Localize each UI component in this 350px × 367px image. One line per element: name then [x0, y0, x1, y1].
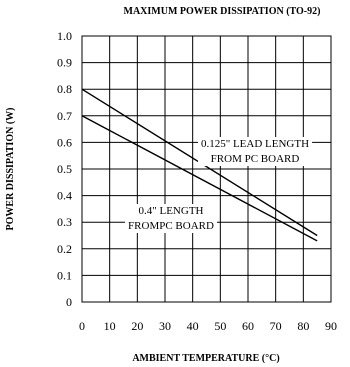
- y-axis-label: POWER DISSIPATION (W): [5, 108, 16, 231]
- y-tick-label: 0.3: [57, 215, 72, 229]
- chart-title: MAXIMUM POWER DISSIPATION (TO-92): [124, 6, 321, 17]
- x-tick-label: 50: [214, 319, 226, 333]
- x-axis-label: AMBIENT TEMPERATURE (°C): [132, 353, 279, 364]
- annotation-text: FROM PC BOARD: [211, 153, 300, 165]
- x-tick-label: 70: [270, 319, 282, 333]
- y-tick-label: 0: [66, 295, 72, 309]
- series-annotation-2: 0.4" LENGTH FROMPC BOARD: [125, 204, 217, 233]
- annotation-text: 0.125" LEAD LENGTH: [201, 138, 309, 150]
- y-tick-label: 0.1: [57, 268, 72, 282]
- y-tick-label: 0.6: [57, 135, 72, 149]
- x-tick-label: 0: [79, 319, 85, 333]
- grid-lines: [81, 35, 332, 303]
- x-tick-label: 10: [104, 319, 116, 333]
- y-tick-label: 0.2: [57, 242, 72, 256]
- y-tick-label: 0.4: [57, 189, 72, 203]
- y-tick-label: 1.0: [57, 29, 72, 43]
- y-tick-label: 0.9: [57, 56, 72, 70]
- x-tick-labels: 0 10 20 30 40 50 60 70 80 90: [79, 319, 337, 333]
- y-tick-label: 0.7: [57, 109, 72, 123]
- x-tick-label: 20: [131, 319, 143, 333]
- x-tick-label: 40: [187, 319, 199, 333]
- x-tick-label: 90: [325, 319, 337, 333]
- annotation-text: FROMPC BOARD: [128, 220, 214, 232]
- y-tick-label: 0.5: [57, 162, 72, 176]
- series-line-2: [81, 115, 318, 242]
- x-tick-label: 30: [159, 319, 171, 333]
- annotation-background: [125, 204, 217, 233]
- annotation-layer: 0.125" LEAD LENGTH FROM PC BOARD 0.4" LENG…: [125, 137, 313, 233]
- y-tick-label: 0.8: [57, 82, 72, 96]
- annotation-background: [197, 137, 313, 166]
- annotation-text: 0.4" LENGTH: [139, 205, 204, 217]
- series-annotation-1: 0.125" LEAD LENGTH FROM PC BOARD: [197, 137, 313, 166]
- plot-frame: [81, 35, 332, 303]
- x-tick-label: 60: [242, 319, 254, 333]
- y-tick-labels: 0 0.1 0.2 0.3 0.4 0.5 0.6 0.7 0.8 0.9 1.0: [57, 29, 72, 309]
- x-tick-label: 80: [297, 319, 309, 333]
